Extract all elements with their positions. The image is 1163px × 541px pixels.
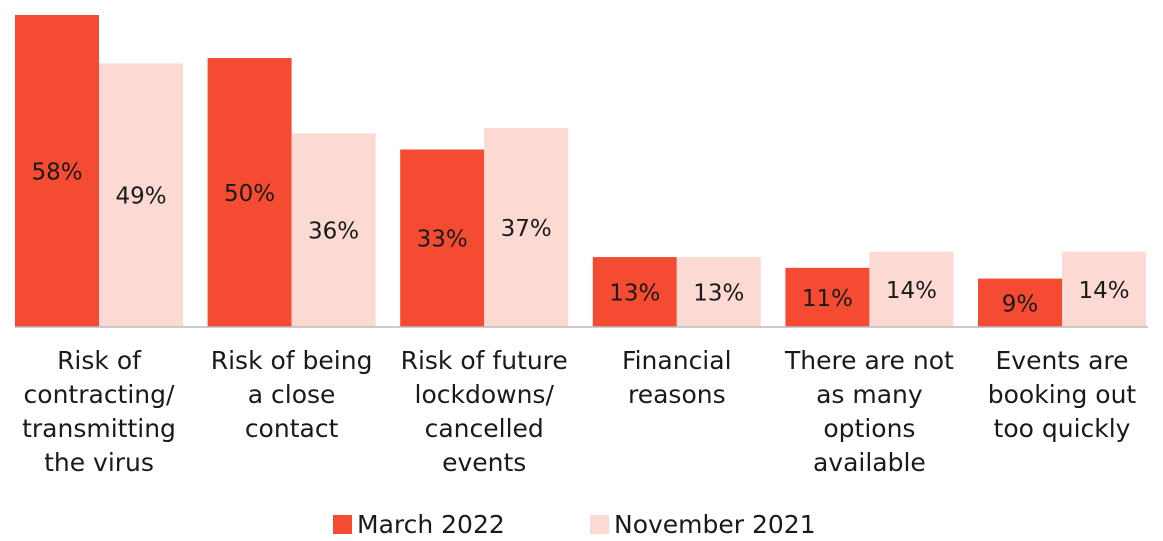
bar xyxy=(676,257,761,327)
value-label: 58% xyxy=(31,160,82,186)
value-label: 13% xyxy=(693,281,744,307)
x-tick-label: There are not as many options available xyxy=(784,346,954,477)
x-tick-label: Risk of contracting/transmitting the virus xyxy=(22,346,176,477)
x-tick-label: Events are booking out too quickly xyxy=(988,346,1137,443)
label-line: a close xyxy=(248,380,336,409)
bar xyxy=(484,127,569,327)
label-line: reasons xyxy=(628,380,726,409)
bar xyxy=(15,15,99,327)
legend-label: March 2022 xyxy=(357,510,505,539)
bar xyxy=(592,257,677,327)
bar xyxy=(785,267,870,327)
x-tick-label: Risk of being a close contact xyxy=(211,346,373,443)
value-label: 33% xyxy=(417,227,468,253)
legend-swatch xyxy=(333,515,352,534)
bar xyxy=(99,63,183,328)
value-label: 13% xyxy=(609,281,660,307)
label-line: There are not xyxy=(784,346,954,375)
label-line: booking out xyxy=(988,380,1137,409)
label-line: too quickly xyxy=(994,414,1131,443)
label-line: available xyxy=(813,448,926,477)
label-line: Risk of being xyxy=(211,346,373,375)
label-line: Risk of xyxy=(57,346,142,375)
value-label: 14% xyxy=(1078,278,1129,304)
legend-label: November 2021 xyxy=(614,510,816,539)
x-tick-label: Financial reasons xyxy=(622,346,731,409)
label-line: lockdowns/ xyxy=(415,380,555,409)
value-label: 14% xyxy=(886,278,937,304)
bar xyxy=(978,278,1062,327)
value-label: 36% xyxy=(308,219,359,245)
label-line: as many xyxy=(816,380,923,409)
bar xyxy=(207,58,292,327)
value-label: 37% xyxy=(501,216,552,242)
label-line: cancelled xyxy=(425,414,544,443)
label-line: transmitting xyxy=(22,414,176,443)
x-tick-label: Risk of future lockdowns/cancelled events xyxy=(401,346,568,477)
label-line: contracting/ xyxy=(24,380,175,409)
label-line: events xyxy=(442,448,526,477)
label-line: Financial xyxy=(622,346,731,375)
label-line: options xyxy=(823,414,915,443)
bar xyxy=(291,133,376,327)
bar xyxy=(869,251,954,327)
label-line: contact xyxy=(245,414,339,443)
value-label: 11% xyxy=(802,286,853,312)
label-line: Risk of future xyxy=(401,346,568,375)
bar xyxy=(400,149,485,327)
value-label: 49% xyxy=(115,184,166,210)
value-label: 50% xyxy=(224,181,275,207)
value-label: 9% xyxy=(1002,291,1039,317)
legend-swatch xyxy=(590,515,609,534)
label-line: Events are xyxy=(995,346,1128,375)
bar xyxy=(1062,251,1146,327)
label-line: the virus xyxy=(44,448,154,477)
